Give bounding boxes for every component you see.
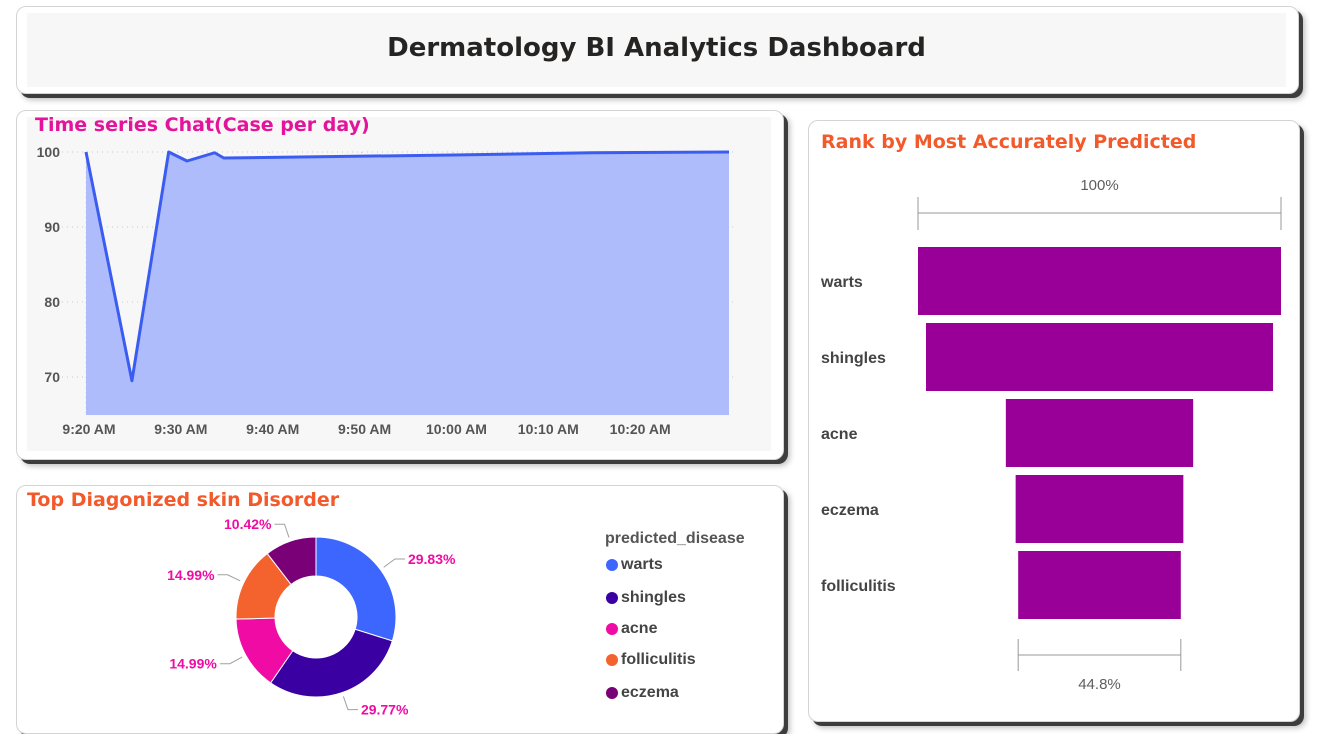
legend-title: predicted_disease	[605, 530, 745, 547]
legend-marker	[606, 592, 618, 604]
funnel-bar-shingles	[925, 323, 1274, 391]
data-label-leader	[274, 523, 290, 538]
time-series-title: Time series Chat(Case per day)	[35, 114, 370, 136]
x-tick-label: 10:00 AM	[426, 421, 487, 437]
x-tick-label: 10:10 AM	[518, 421, 579, 437]
data-label: 29.77%	[361, 702, 409, 718]
donut-slice-shingles	[269, 628, 393, 698]
data-label-leader	[217, 574, 241, 582]
funnel-bar-eczema	[1015, 475, 1184, 543]
time-series-chart[interactable]: 70 80 90 100 9:20 AM 9:30 AM 9:40 AM 9:50 AM 10:…	[0, 0, 800, 470]
y-tick-label: 90	[44, 219, 60, 235]
funnel-category-label: eczema	[821, 502, 879, 519]
legend-item-warts[interactable]: warts	[606, 555, 663, 575]
x-tick-label: 9:40 AM	[246, 421, 299, 437]
donut-slice-eczema	[266, 536, 317, 586]
legend-item-acne[interactable]: acne	[606, 619, 657, 639]
funnel-category-label: acne	[821, 426, 858, 443]
top-disorders-card-inner	[27, 492, 771, 725]
funnel-bar-folliculitis	[1018, 551, 1181, 619]
legend-label: folliculitis	[621, 651, 696, 668]
legend-label: acne	[621, 620, 658, 637]
funnel-category-label: warts	[820, 274, 863, 291]
legend-marker	[606, 623, 618, 635]
data-label: 14.99%	[169, 656, 217, 672]
x-tick-label: 10:20 AM	[610, 421, 671, 437]
data-label: 29.83%	[408, 551, 456, 567]
funnel-category-label: shingles	[821, 350, 886, 367]
legend-label: eczema	[621, 684, 679, 701]
data-label: 10.42%	[224, 516, 272, 532]
legend-label: shingles	[621, 589, 686, 606]
top-measure-label: 100%	[1080, 177, 1118, 194]
data-label: 14.99%	[167, 567, 215, 583]
y-tick-label: 70	[44, 369, 60, 385]
legend-item-eczema[interactable]: eczema	[606, 683, 679, 703]
legend-marker	[606, 687, 618, 699]
y-tick-label: 80	[44, 294, 60, 310]
top-disorders-donut[interactable]: 29.83% 29.77% 14.99% 14.99% 10.42%	[0, 0, 800, 734]
bottom-measure-label: 44.8%	[1078, 676, 1121, 693]
top-disorders-card[interactable]	[16, 485, 784, 734]
top-disorders-title: Top Diagonized skin Disorder	[27, 489, 340, 511]
data-label-leader	[342, 696, 358, 711]
series-line	[84, 150, 730, 383]
legend-label: warts	[621, 556, 663, 573]
title-panel: Dermatology BI Analytics Dashboard	[16, 6, 1299, 94]
funnel-bar-warts	[918, 247, 1281, 315]
legend-marker	[606, 654, 618, 666]
rank-title: Rank by Most Accurately Predicted	[821, 131, 1197, 153]
x-tick-label: 9:20 AM	[62, 421, 115, 437]
data-label-leader	[219, 656, 243, 665]
x-tick-label: 9:30 AM	[154, 421, 207, 437]
legend-item-shingles[interactable]: shingles	[606, 588, 686, 608]
y-tick-label: 100	[37, 144, 61, 160]
funnel-bar-acne	[1005, 399, 1194, 467]
legend-item-folliculitis[interactable]: folliculitis	[606, 650, 696, 670]
donut-slice-warts	[315, 536, 397, 642]
funnel-category-label: folliculitis	[821, 578, 896, 595]
data-label-leader	[383, 558, 405, 568]
title-panel-inner: Dermatology BI Analytics Dashboard	[27, 13, 1286, 87]
x-tick-label: 9:50 AM	[338, 421, 391, 437]
dashboard-title: Dermatology BI Analytics Dashboard	[387, 33, 926, 63]
legend-marker	[606, 559, 618, 571]
area-fill	[86, 152, 729, 415]
